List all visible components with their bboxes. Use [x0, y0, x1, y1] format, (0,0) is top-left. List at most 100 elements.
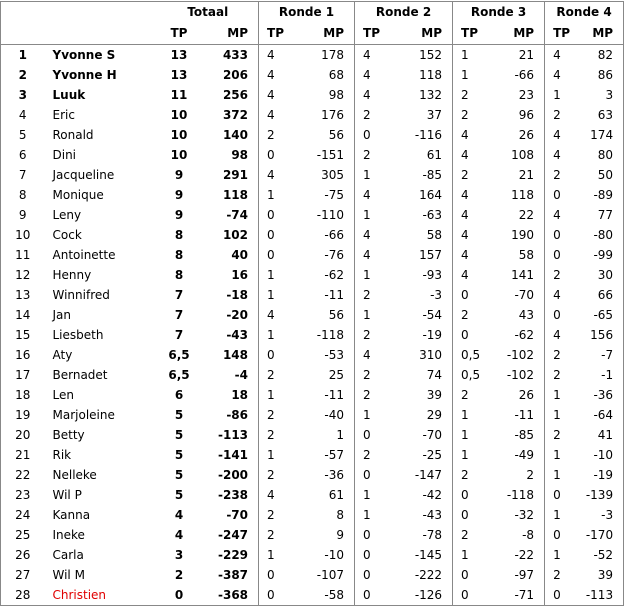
- score-cell: 30: [597, 268, 614, 282]
- score-cell: 0: [544, 245, 580, 265]
- score-cell: -78: [422, 528, 443, 542]
- rank: 12: [15, 268, 31, 282]
- score-cell: 5: [174, 408, 184, 422]
- group-header: Ronde 1: [258, 1, 355, 23]
- score-cell: 8: [174, 228, 184, 242]
- score-cell: 0: [544, 585, 580, 606]
- column-header: TP: [452, 23, 496, 45]
- table-row: 9 Leny 9 -74 0 -110 1 -63 4 22 4 77: [1, 205, 624, 225]
- table-row: 15 Liesbeth 7 -43 1 -118 2 -19 0 -62 4 156: [1, 325, 624, 345]
- score-cell: -102: [506, 368, 535, 382]
- score-cell: 56: [328, 308, 345, 322]
- score-cell: 21: [518, 168, 535, 182]
- name: Antoinette: [52, 248, 116, 262]
- score-cell: 58: [518, 248, 535, 262]
- table-row: 20 Betty 5 -113 2 1 0 -70 1 -85 2 41: [1, 425, 624, 445]
- score-cell: -3: [601, 508, 614, 522]
- rank: 20: [15, 428, 31, 442]
- score-cell: 26: [518, 388, 535, 402]
- column-header: TP: [354, 23, 401, 45]
- score-cell: 5: [174, 448, 184, 462]
- score-cell: 2: [258, 525, 301, 545]
- table-row: 13 Winnifred 7 -18 1 -11 2 -3 0 -70 4 66: [1, 285, 624, 305]
- score-cell: 2: [452, 85, 496, 105]
- score-cell: 2: [452, 165, 496, 185]
- score-cell: 2: [258, 505, 301, 525]
- score-cell: -8: [522, 528, 535, 542]
- score-cell: 4: [452, 185, 496, 205]
- score-cell: 2: [354, 105, 401, 125]
- score-cell: 2: [174, 568, 184, 582]
- score-cell: 0: [258, 225, 301, 245]
- rank: 24: [15, 508, 31, 522]
- score-cell: -7: [601, 348, 614, 362]
- name: Len: [52, 388, 74, 402]
- group-header: Ronde 2: [354, 1, 453, 23]
- table-row: 16 Aty 6,5 148 0 -53 4 310 0,5 -102 2 -7: [1, 345, 624, 365]
- score-cell: 4: [544, 44, 580, 65]
- score-cell: 0: [354, 565, 401, 585]
- score-cell: 98: [231, 148, 249, 162]
- table-row: 23 Wil P 5 -238 4 61 1 -42 0 -118 0 -139: [1, 485, 624, 505]
- score-cell: 310: [419, 348, 443, 362]
- score-cell: -11: [514, 408, 535, 422]
- score-cell: 4: [452, 125, 496, 145]
- rank: 9: [18, 208, 27, 222]
- name: Carla: [52, 548, 84, 562]
- table-row: 25 Ineke 4 -247 2 9 0 -78 2 -8 0 -170: [1, 525, 624, 545]
- score-cell: -20: [226, 308, 249, 322]
- score-cell: 0: [452, 505, 496, 525]
- score-cell: 25: [328, 368, 345, 382]
- score-cell: -53: [324, 348, 345, 362]
- score-cell: 4: [452, 245, 496, 265]
- score-cell: 0: [544, 305, 580, 325]
- score-cell: -3: [430, 288, 443, 302]
- score-cell: 108: [511, 148, 535, 162]
- score-cell: -86: [226, 408, 249, 422]
- score-cell: 4: [258, 105, 301, 125]
- score-cell: 13: [170, 48, 188, 62]
- score-cell: 0: [258, 345, 301, 365]
- score-cell: 157: [419, 248, 443, 262]
- column-row: TP MP TP MP TP MP TP MP TP MP: [0, 23, 624, 45]
- name: Leny: [52, 208, 82, 222]
- score-cell: 118: [511, 188, 535, 202]
- rank: 17: [15, 368, 31, 382]
- name: Henny: [52, 268, 92, 282]
- score-cell: 22: [518, 208, 535, 222]
- score-cell: 5: [174, 488, 184, 502]
- score-cell: -97: [514, 568, 535, 582]
- score-cell: 1: [354, 505, 401, 525]
- score-cell: 0: [258, 585, 301, 606]
- score-cell: 10: [170, 148, 188, 162]
- score-cell: 77: [597, 208, 614, 222]
- score-cell: 98: [328, 88, 345, 102]
- score-cell: 2: [354, 365, 401, 385]
- name: Betty: [52, 428, 85, 442]
- table-row: 3 Luuk 11 256 4 98 4 132 2 23 1 3: [1, 85, 624, 105]
- score-cell: -54: [422, 308, 443, 322]
- score-cell: -42: [422, 488, 443, 502]
- score-cell: -70: [226, 508, 249, 522]
- score-cell: 58: [426, 228, 443, 242]
- score-cell: 4: [354, 44, 401, 65]
- score-cell: -4: [234, 368, 249, 382]
- rank: 13: [15, 288, 31, 302]
- name: Ineke: [52, 528, 85, 542]
- score-cell: -116: [414, 128, 443, 142]
- score-cell: 2: [354, 325, 401, 345]
- score-cell: -89: [593, 188, 614, 202]
- score-cell: 80: [597, 148, 614, 162]
- column-header: MP: [579, 23, 624, 45]
- score-cell: 7: [174, 288, 184, 302]
- score-cell: 0: [258, 565, 301, 585]
- score-cell: -145: [414, 548, 443, 562]
- score-cell: 4: [544, 325, 580, 345]
- column-header: MP: [300, 23, 355, 45]
- table-row: 21 Rik 5 -141 1 -57 2 -25 1 -49 1 -10: [1, 445, 624, 465]
- score-cell: -52: [593, 548, 614, 562]
- score-cell: 0: [258, 245, 301, 265]
- score-cell: 148: [222, 348, 249, 362]
- table-row: 6 Dini 10 98 0 -151 2 61 4 108 4 80: [1, 145, 624, 165]
